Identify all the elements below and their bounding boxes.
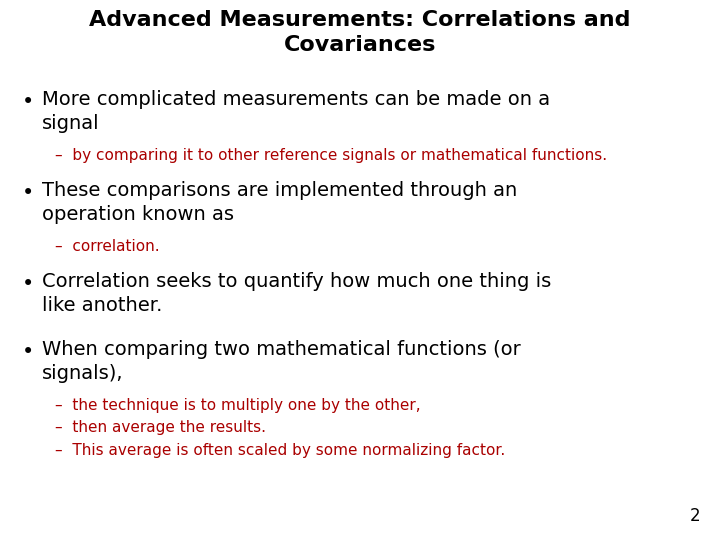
Text: –  correlation.: – correlation. [55, 239, 160, 254]
Text: •: • [22, 183, 35, 203]
Text: 2: 2 [689, 507, 700, 525]
Text: –  the technique is to multiply one by the other,: – the technique is to multiply one by th… [55, 397, 420, 413]
Text: –  by comparing it to other reference signals or mathematical functions.: – by comparing it to other reference sig… [55, 148, 607, 163]
Text: Correlation seeks to quantify how much one thing is
like another.: Correlation seeks to quantify how much o… [42, 272, 552, 315]
Text: •: • [22, 92, 35, 112]
Text: More complicated measurements can be made on a
signal: More complicated measurements can be mad… [42, 90, 550, 133]
Text: These comparisons are implemented through an
operation known as: These comparisons are implemented throug… [42, 181, 517, 224]
Text: Advanced Measurements: Correlations and
Covariances: Advanced Measurements: Correlations and … [89, 10, 631, 55]
Text: When comparing two mathematical functions (or
signals),: When comparing two mathematical function… [42, 340, 521, 383]
Text: •: • [22, 274, 35, 294]
Text: –  This average is often scaled by some normalizing factor.: – This average is often scaled by some n… [55, 443, 505, 458]
Text: –  then average the results.: – then average the results. [55, 421, 266, 435]
Text: •: • [22, 342, 35, 362]
